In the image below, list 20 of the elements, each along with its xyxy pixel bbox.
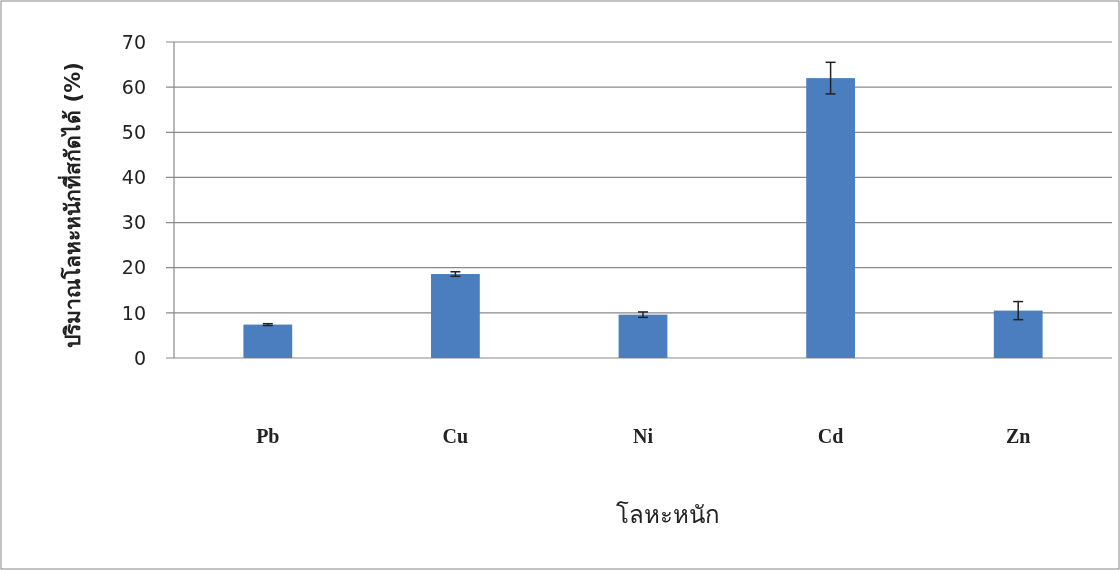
x-axis-title: โลหะหนัก (616, 501, 720, 529)
y-tick-label: 60 (121, 75, 146, 98)
y-tick-label: 20 (121, 256, 146, 279)
bar (993, 310, 1043, 358)
x-tick-label: Cd (817, 425, 844, 447)
bar (243, 324, 293, 358)
y-tick-label: 30 (121, 211, 146, 234)
x-tick-label: Ni (633, 425, 654, 447)
y-tick-label: 70 (121, 30, 146, 53)
x-tick-label: Zn (1005, 425, 1031, 447)
bar (618, 314, 668, 358)
x-tick-label: Cu (442, 425, 469, 447)
y-tick-label: 10 (121, 301, 146, 324)
bar (806, 78, 855, 358)
y-tick-label: 0 (133, 346, 146, 369)
y-tick-label: 40 (121, 166, 146, 189)
x-tick-label: Pb (256, 425, 280, 447)
y-tick-label: 50 (121, 120, 146, 143)
bar (431, 274, 480, 358)
y-axis-title: ปริมาณโลหะหนักที่สกัดได้ (%) (57, 62, 85, 348)
